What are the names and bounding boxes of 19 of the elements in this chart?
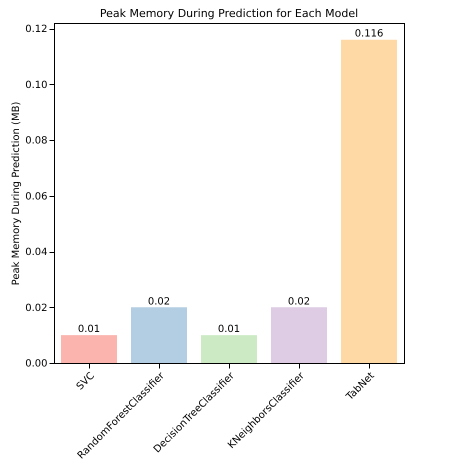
data-label: 0.02	[148, 296, 170, 308]
y-tick-label: 0.02	[25, 302, 48, 314]
bar	[131, 307, 187, 363]
chart-title: Peak Memory During Prediction for Each Model	[100, 7, 358, 20]
data-label: 0.01	[218, 324, 240, 336]
y-axis-title: Peak Memory During Prediction (MB)	[11, 102, 22, 286]
bar	[201, 335, 257, 363]
y-tick-label: 0.00	[25, 358, 48, 370]
y-tick-label: 0.08	[25, 136, 48, 147]
y-tick-label: 0.06	[25, 191, 48, 202]
bar	[61, 335, 117, 363]
bar	[271, 307, 327, 363]
y-tick-label: 0.12	[25, 24, 48, 36]
data-label: 0.01	[78, 324, 100, 336]
y-tick-label: 0.04	[25, 247, 48, 258]
y-tick-label: 0.10	[25, 80, 48, 91]
data-label: 0.116	[354, 28, 384, 40]
bar	[341, 40, 397, 363]
data-label: 0.02	[288, 296, 310, 308]
